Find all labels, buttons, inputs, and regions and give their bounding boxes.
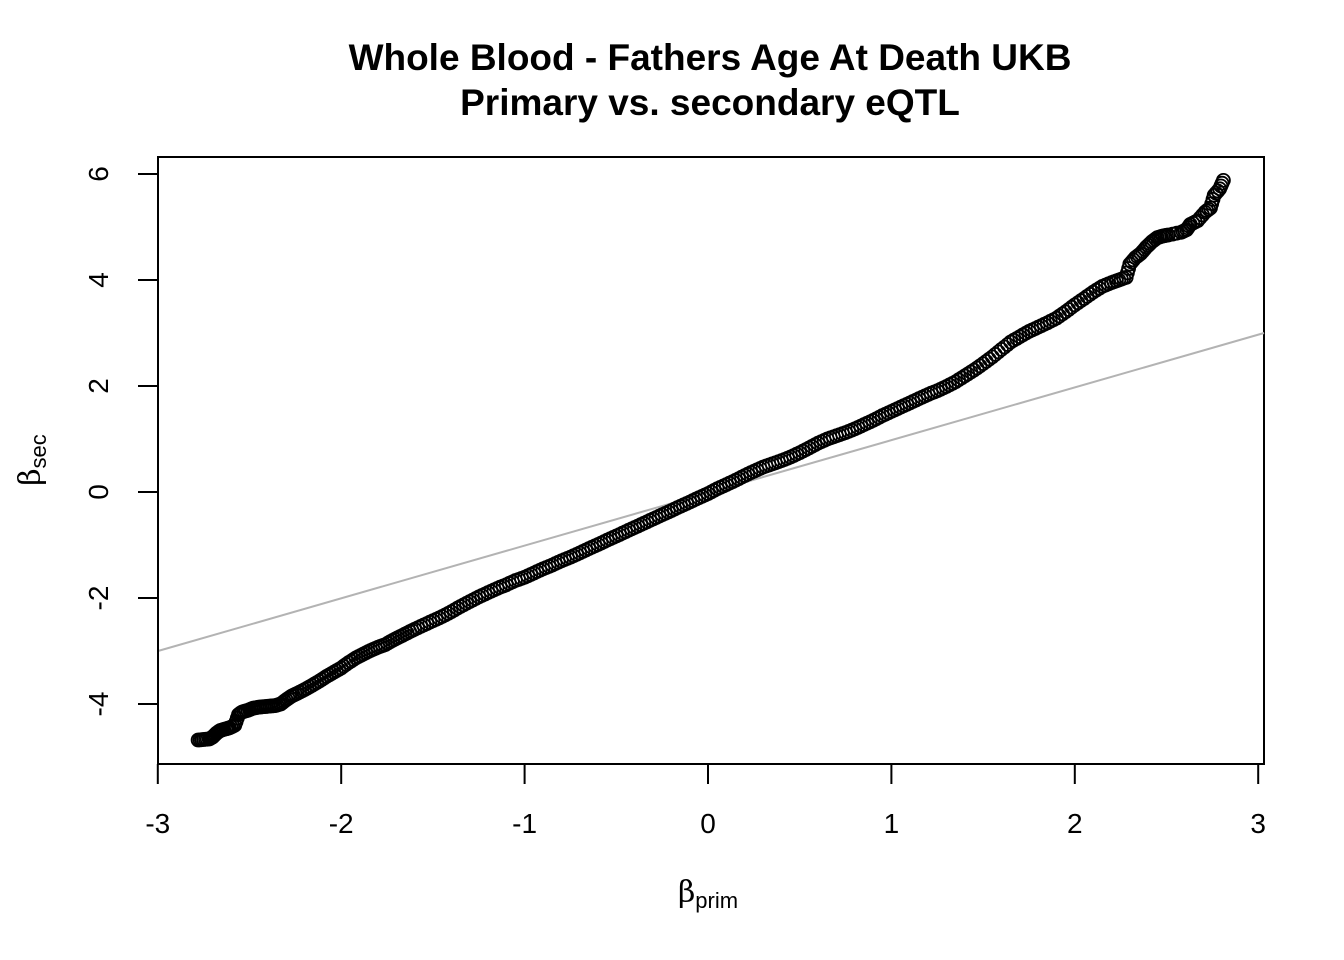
y-tick-label: 0 [83,484,114,500]
x-axis-label: βprim [678,875,738,913]
y-tick-label: -4 [83,692,114,717]
x-axis-symbol: β [678,875,695,910]
chart-title: Whole Blood - Fathers Age At Death UKB [349,37,1072,78]
y-tick-label: 6 [83,166,114,182]
x-axis: -3 -2 -1 0 1 2 3 [145,763,1266,839]
data-point [770,454,786,470]
x-tick-label: -2 [329,808,354,839]
y-axis-subscript: sec [26,434,51,468]
y-tick-label: 4 [83,272,114,288]
y-axis-symbol: β [13,468,48,485]
y-tick-label: 2 [83,378,114,394]
chart-subtitle: Primary vs. secondary eQTL [460,82,960,123]
data-point [835,426,850,442]
x-tick-label: -1 [512,808,537,839]
x-tick-label: 1 [884,808,900,839]
data-point [1177,223,1193,238]
x-axis-subscript: prim [695,888,738,913]
x-tick-label: 2 [1067,808,1083,839]
x-tick-label: 3 [1250,808,1266,839]
data-point [761,457,777,473]
data-point [1159,227,1174,243]
y-tick-label: -2 [83,586,114,611]
data-point [987,346,1003,362]
data-point [336,658,352,674]
data-points [190,172,1231,748]
data-point [825,429,841,445]
x-tick-label: 0 [700,808,716,839]
data-point [1214,175,1230,191]
x-tick-label: -3 [145,808,170,839]
y-axis: -4 -2 0 2 4 6 [83,166,159,717]
data-point [978,353,994,369]
data-point [225,718,241,734]
y-axis-label: βsec [13,434,51,486]
